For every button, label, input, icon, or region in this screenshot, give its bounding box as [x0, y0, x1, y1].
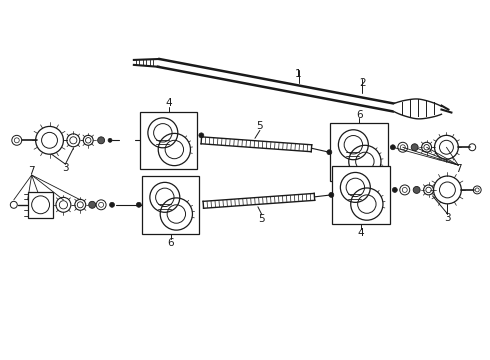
Bar: [28, 192, 53, 218]
Circle shape: [98, 137, 104, 144]
Text: 6: 6: [167, 238, 174, 248]
Circle shape: [89, 201, 96, 208]
Text: 4: 4: [358, 228, 365, 238]
Text: 3: 3: [444, 213, 451, 223]
Circle shape: [199, 133, 204, 138]
Text: 6: 6: [356, 109, 363, 120]
Text: 1: 1: [295, 69, 302, 79]
Text: 5: 5: [257, 121, 263, 131]
Circle shape: [327, 150, 332, 155]
Text: 5: 5: [259, 214, 265, 224]
Circle shape: [392, 188, 397, 192]
Text: 2: 2: [359, 78, 366, 88]
Text: 7: 7: [455, 164, 462, 174]
Circle shape: [329, 192, 334, 197]
Circle shape: [413, 186, 420, 193]
Bar: [330, 123, 388, 181]
Bar: [142, 176, 199, 234]
Circle shape: [110, 202, 115, 207]
Text: 7: 7: [28, 166, 35, 176]
Polygon shape: [158, 59, 394, 112]
Bar: [140, 112, 197, 169]
Circle shape: [391, 145, 395, 150]
Text: 4: 4: [165, 98, 172, 108]
Bar: [332, 166, 390, 224]
Circle shape: [136, 202, 141, 207]
Text: 3: 3: [62, 163, 69, 173]
Circle shape: [411, 144, 418, 151]
Circle shape: [108, 138, 112, 142]
